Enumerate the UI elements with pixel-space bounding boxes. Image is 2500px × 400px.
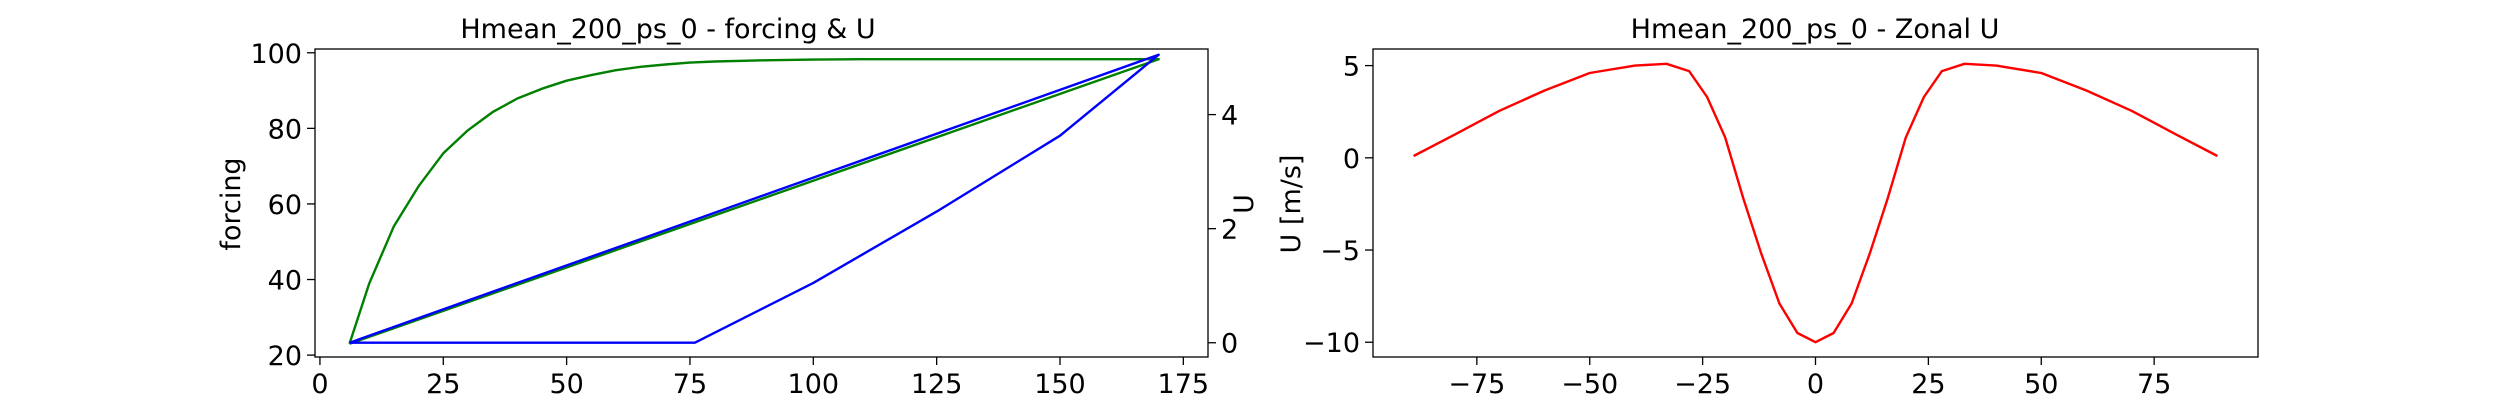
y-tick-label: 20 <box>268 341 302 372</box>
y-tick-label: 60 <box>268 190 302 221</box>
x-tick-label: 50 <box>549 369 583 400</box>
x-tick-label: 25 <box>1911 369 1945 400</box>
axis-layer: −75 −50 −25 0 25 50 75−10−505 <box>1303 52 2171 400</box>
x-tick-label: 150 <box>1034 369 1086 400</box>
x-tick-label: 25 <box>426 369 460 400</box>
x-tick-label: 175 <box>1158 369 1210 400</box>
axis-layer: 0 25 50 75 100 125 150 175 20 40 60 80 100 0 2 4 <box>250 39 1238 400</box>
y2-tick-label: 0 <box>1221 329 1238 360</box>
series-layer <box>348 53 1160 345</box>
x-tick-label: 0 <box>1807 369 1824 400</box>
zonal-u-chart: Hmean_200_ps_0 - Zonal U U [m/s] −75 −50−… <box>1276 14 2259 400</box>
x-tick-label: 50 <box>2024 369 2058 400</box>
y-tick-label: 0 <box>1343 144 1360 175</box>
x-tick-label: 75 <box>673 369 707 400</box>
y2-axis-label: U <box>1229 194 1260 214</box>
forcing-u-chart: Hmean_200_ps_0 - forcing & U forcing U 0… <box>216 14 1260 400</box>
x-tick-label: −75 <box>1448 369 1505 400</box>
y-tick-label: 40 <box>268 266 302 297</box>
y2-tick-label: 2 <box>1221 215 1238 246</box>
x-tick-label: 75 <box>2137 369 2171 400</box>
x-tick-label: 125 <box>911 369 963 400</box>
series-line-0 <box>1413 62 2218 344</box>
series-line-1 <box>349 53 1160 344</box>
plot-frame <box>314 48 1209 358</box>
plot-frame <box>1372 48 2259 358</box>
x-tick-label: −25 <box>1674 369 1731 400</box>
y-axis-label: forcing <box>216 157 247 250</box>
x-tick-label: 0 <box>311 369 328 400</box>
y-axis-label: U [m/s] <box>1276 155 1307 254</box>
series-layer <box>1413 62 2218 344</box>
y2-tick-label: 4 <box>1221 101 1238 132</box>
chart-title: Hmean_200_ps_0 - forcing & U <box>460 14 875 45</box>
y-tick-label: 5 <box>1343 52 1360 83</box>
y-tick-label: −10 <box>1303 328 1360 359</box>
series-line-0 <box>348 58 1160 345</box>
y-tick-label: −5 <box>1320 236 1360 267</box>
x-tick-label: −50 <box>1561 369 1618 400</box>
x-tick-label: 100 <box>788 369 840 400</box>
y-tick-label: 80 <box>268 114 302 145</box>
chart-title: Hmean_200_ps_0 - Zonal U <box>1631 14 2000 45</box>
y-tick-label: 100 <box>250 39 302 70</box>
